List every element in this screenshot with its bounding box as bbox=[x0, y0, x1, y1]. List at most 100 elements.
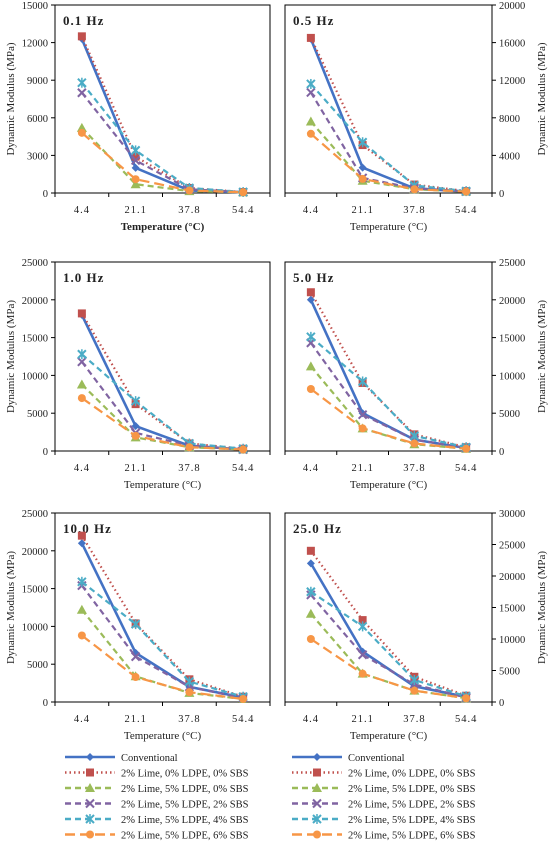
x-tick-label: 4.4 bbox=[303, 463, 319, 474]
legend-marker bbox=[85, 783, 95, 792]
data-point bbox=[306, 288, 315, 297]
y-tick-label: 25000 bbox=[22, 258, 48, 269]
series-line bbox=[81, 397, 244, 451]
data-point bbox=[77, 394, 86, 403]
y-tick-label: 30000 bbox=[499, 509, 525, 520]
x-axis-label: Temperature (°C) bbox=[350, 730, 428, 742]
series-line bbox=[310, 83, 467, 193]
plot-frame bbox=[54, 4, 271, 194]
y-tick-label: 6000 bbox=[27, 114, 48, 125]
data-point bbox=[306, 129, 315, 138]
data-point bbox=[409, 674, 420, 685]
legend-item: 2% Lime, 5% LDPE, 4% SBS bbox=[292, 814, 476, 826]
x-tick-label: 4.4 bbox=[74, 463, 90, 474]
data-point bbox=[77, 531, 86, 540]
x-axis-label: Temperature (°C) bbox=[350, 221, 428, 233]
data-point bbox=[306, 331, 316, 342]
data-point bbox=[305, 361, 316, 371]
series-6 bbox=[77, 128, 248, 197]
data-point bbox=[462, 694, 471, 703]
series-line bbox=[310, 594, 467, 699]
legend-item: Conventional bbox=[292, 753, 405, 764]
data-point bbox=[130, 396, 141, 407]
series-line bbox=[309, 342, 467, 450]
legend-marker bbox=[85, 798, 95, 809]
data-point bbox=[357, 650, 368, 660]
data-point bbox=[358, 174, 367, 183]
y-tick-label: 16000 bbox=[499, 39, 525, 50]
legend-label: 2% Lime, 5% LDPE, 0% SBS bbox=[121, 784, 249, 795]
y-tick-label: 25000 bbox=[22, 509, 48, 520]
plot-frame bbox=[284, 512, 493, 703]
data-point bbox=[77, 88, 87, 98]
x-tick-label: 54.4 bbox=[232, 714, 254, 725]
x-axis-label: Temperature (°C) bbox=[350, 479, 428, 491]
data-point bbox=[77, 77, 87, 88]
data-point bbox=[77, 631, 86, 640]
chart-panel-2: 0.5 Hz 0 4000 8000 12000 16000 20000 Dynamic Mo… bbox=[284, 1, 548, 233]
plot-frame bbox=[284, 4, 493, 194]
x-tick-label: 4.4 bbox=[74, 205, 90, 216]
data-point bbox=[306, 546, 315, 555]
y-axis-label: Dynamic Modulus (MPa) bbox=[536, 42, 548, 155]
data-point bbox=[306, 78, 316, 89]
chart-title: 0.5 Hz bbox=[293, 13, 334, 28]
chart-panel-3: 1.0 Hz 0 5000 10000 15000 20000 25000 Dynamic M… bbox=[5, 258, 271, 491]
legend-item: 2% Lime, 5% LDPE, 0% SBS bbox=[292, 783, 476, 795]
x-axis-label: Temperature (°C) bbox=[124, 479, 202, 491]
y-tick-label: 0 bbox=[499, 189, 504, 200]
y-tick-label: 15000 bbox=[499, 334, 525, 345]
data-point bbox=[358, 669, 367, 678]
data-point bbox=[410, 686, 419, 695]
data-point bbox=[131, 175, 140, 184]
data-point bbox=[77, 576, 87, 587]
y-axis-label: Dynamic Modulus (MPa) bbox=[536, 551, 548, 664]
legend-item: Conventional bbox=[65, 753, 178, 764]
x-tick-label: 54.4 bbox=[455, 205, 477, 216]
y-axis-label: Dynamic Modulus (MPa) bbox=[536, 300, 548, 413]
legend-item: 2% Lime, 5% LDPE, 2% SBS bbox=[65, 798, 249, 811]
y-tick-label: 25000 bbox=[499, 258, 525, 269]
legend-marker bbox=[86, 753, 94, 761]
chart-title: 10.0 Hz bbox=[63, 521, 112, 536]
data-point bbox=[306, 33, 315, 42]
data-point bbox=[409, 430, 420, 441]
legend-item: 2% Lime, 5% LDPE, 0% SBS bbox=[65, 783, 249, 795]
x-tick-label: 21.1 bbox=[351, 714, 373, 725]
y-tick-label: 5000 bbox=[499, 409, 520, 420]
y-tick-label: 12000 bbox=[499, 76, 525, 87]
legend-1: Conventional 2% Lime, 0% LDPE, 0% SBS 2% L… bbox=[65, 753, 249, 842]
plot-frame bbox=[54, 512, 271, 703]
y-tick-label: 25000 bbox=[499, 541, 525, 552]
data-point bbox=[76, 604, 87, 614]
legend-marker bbox=[313, 768, 321, 777]
data-point bbox=[358, 424, 367, 433]
chart-panel-6: 25.0 Hz 0 5000 10000 15000 20000 25000 30000 Dyn… bbox=[284, 509, 548, 742]
x-tick-label: 37.8 bbox=[403, 714, 425, 725]
x-tick-label: 37.8 bbox=[403, 205, 425, 216]
legend-item: 2% Lime, 5% LDPE, 2% SBS bbox=[292, 798, 476, 811]
x-tick-label: 4.4 bbox=[303, 205, 319, 216]
x-tick-label: 37.8 bbox=[178, 463, 200, 474]
y-axis-label: Dynamic Modulus (MPa) bbox=[5, 551, 17, 664]
series-line bbox=[81, 132, 244, 194]
y-tick-label: 9000 bbox=[27, 76, 48, 87]
x-tick-label: 54.4 bbox=[455, 714, 477, 725]
legend-2: Conventional 2% Lime, 0% LDPE, 0% SBS 2% L… bbox=[292, 753, 476, 842]
data-point bbox=[131, 163, 140, 172]
legend-label: 2% Lime, 5% LDPE, 2% SBS bbox=[348, 800, 476, 811]
x-tick-label: 54.4 bbox=[232, 463, 254, 474]
legend-marker bbox=[86, 830, 94, 839]
plot-frame bbox=[54, 261, 271, 452]
y-tick-label: 15000 bbox=[22, 585, 48, 596]
series-line bbox=[310, 590, 467, 698]
series-line bbox=[80, 312, 244, 450]
series-5 bbox=[306, 586, 471, 702]
series-line bbox=[80, 584, 244, 700]
y-tick-label: 20000 bbox=[499, 572, 525, 583]
y-tick-label: 0 bbox=[43, 447, 48, 458]
y-tick-label: 8000 bbox=[499, 114, 520, 125]
y-tick-label: 5000 bbox=[27, 409, 48, 420]
data-point bbox=[184, 676, 195, 687]
